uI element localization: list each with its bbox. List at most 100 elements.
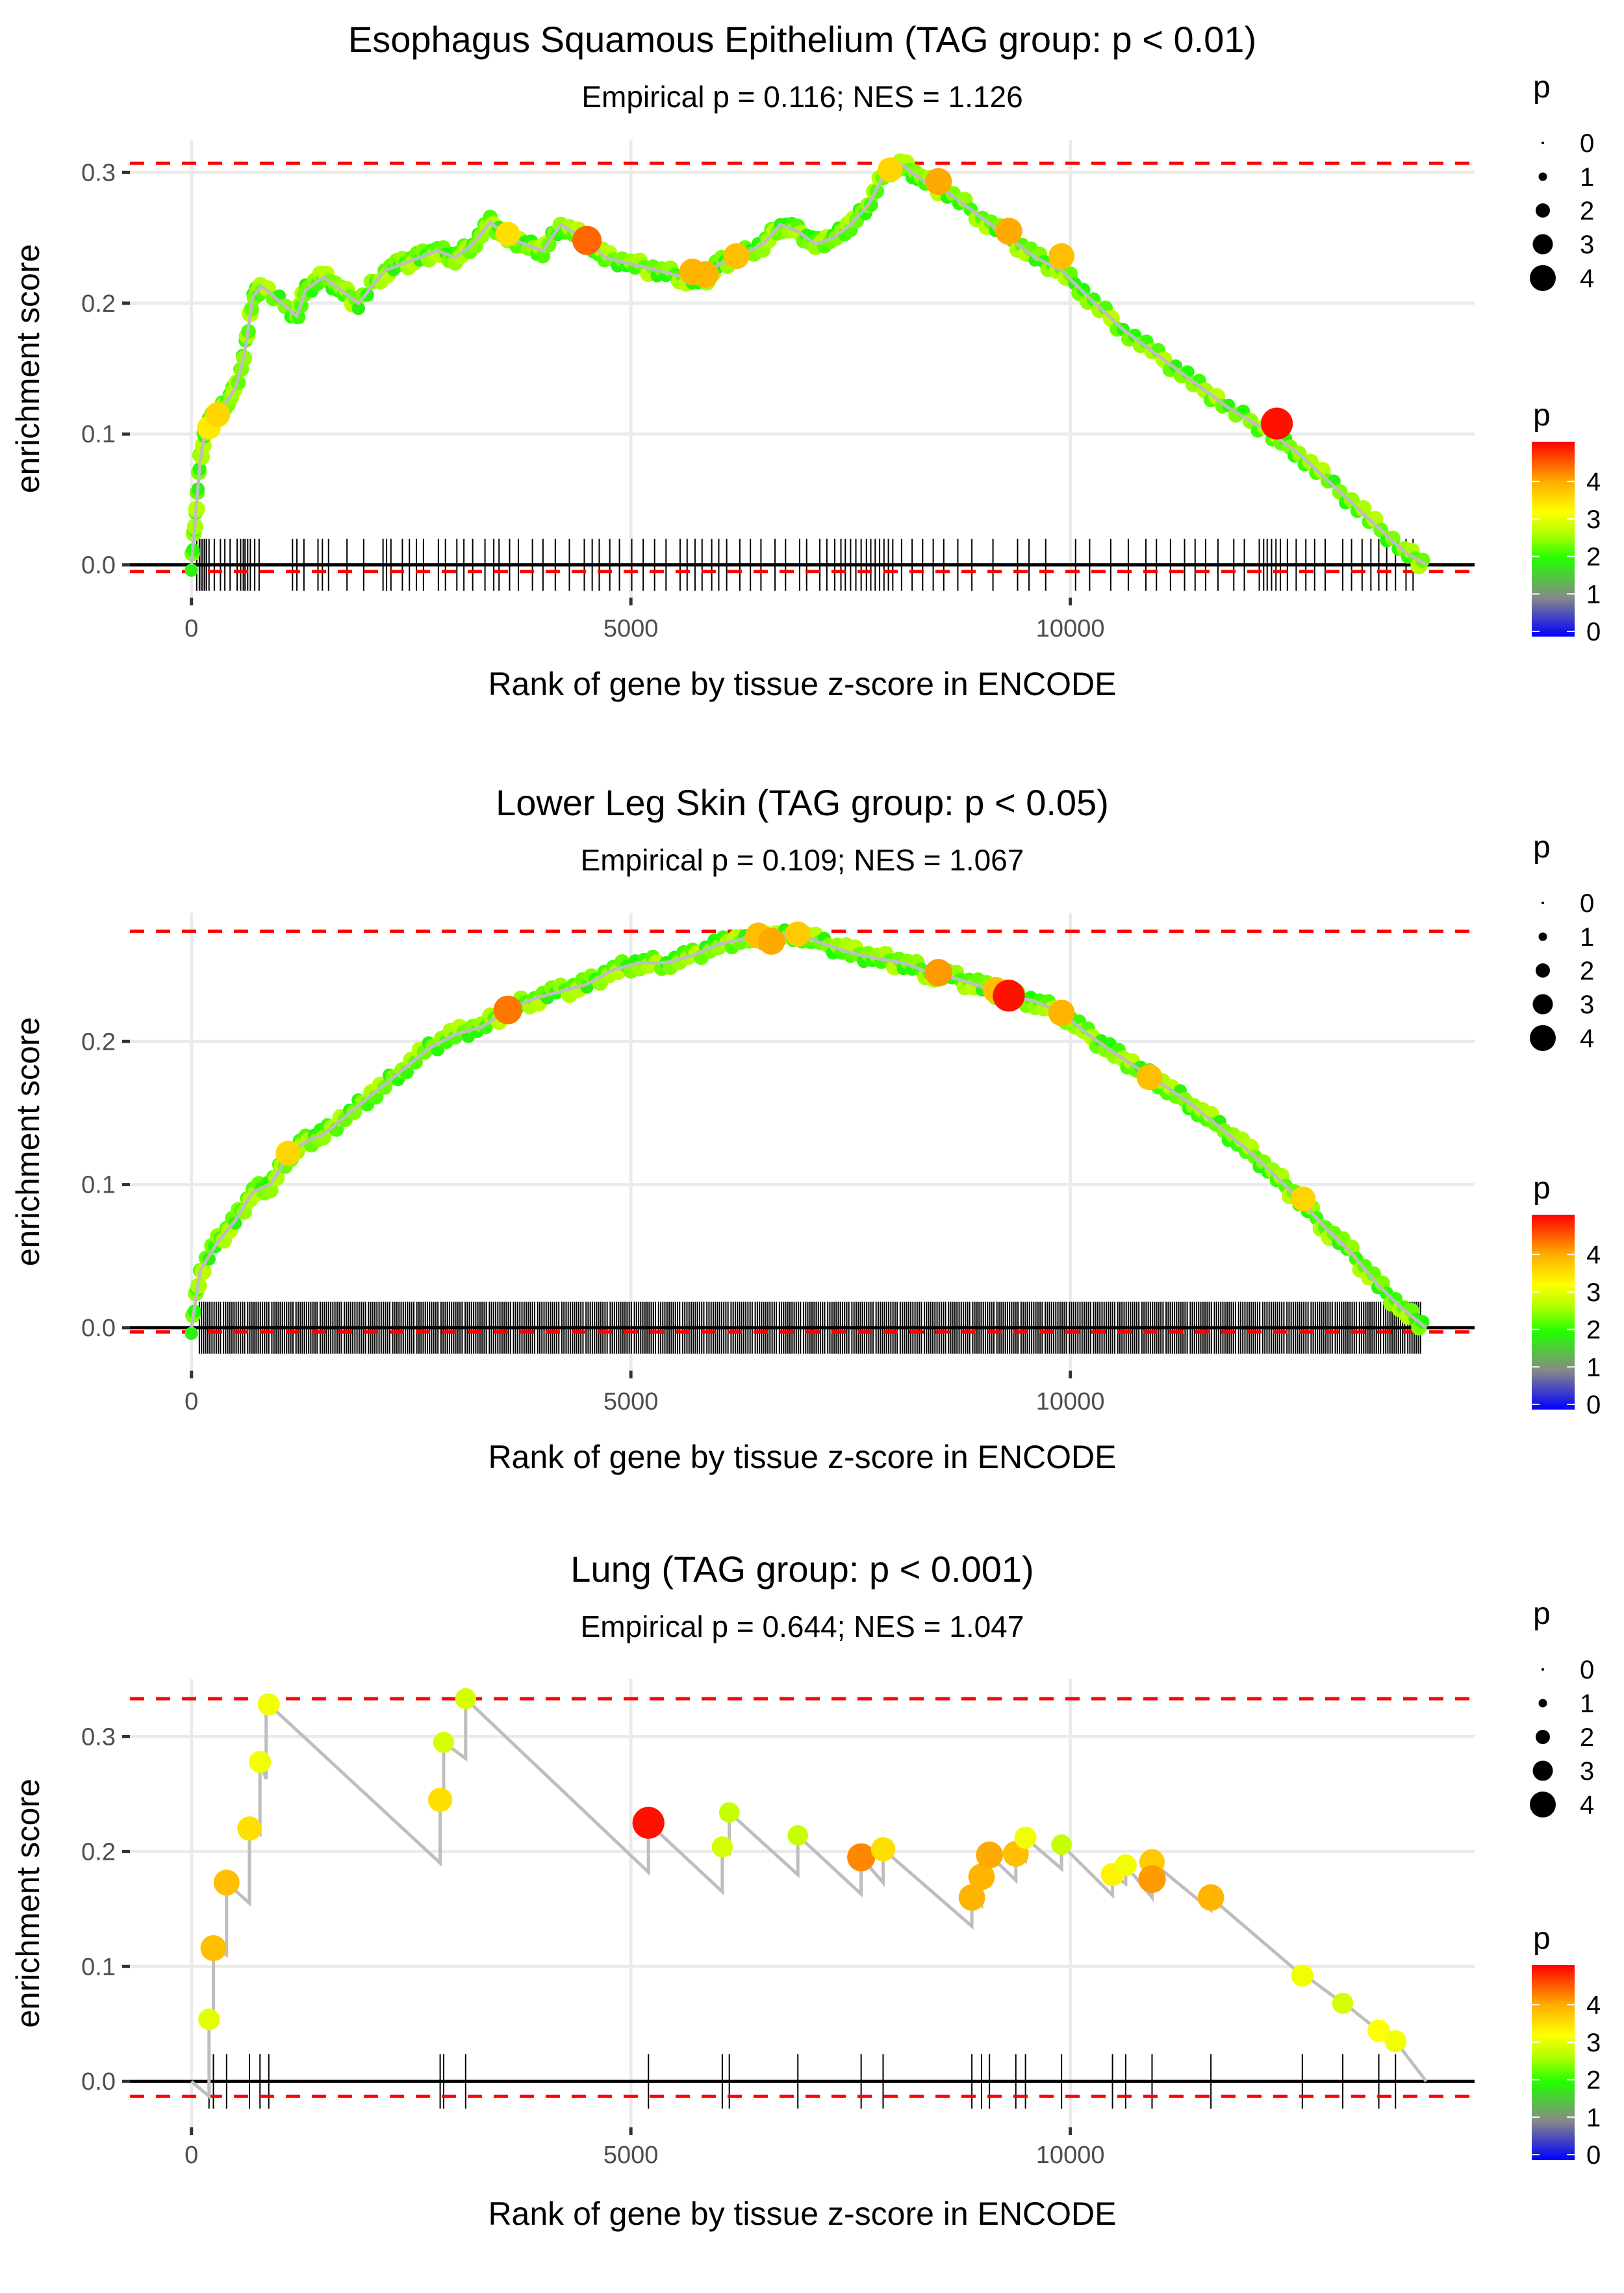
- data-point: [1014, 1827, 1037, 1849]
- data-point: [535, 249, 551, 264]
- data-point: [785, 921, 811, 947]
- y-tick-label: 0.1: [81, 1953, 116, 1981]
- data-point: [572, 225, 602, 255]
- data-point: [1197, 1884, 1224, 1911]
- data-point: [711, 1836, 733, 1858]
- y-tick-label: 0.1: [81, 421, 116, 448]
- data-point: [718, 1802, 740, 1823]
- data-point: [455, 1688, 477, 1710]
- y-axis-label: enrichment score: [10, 244, 46, 494]
- size-legend-swatch: [1532, 234, 1553, 255]
- y-tick-label: 0.2: [81, 1028, 116, 1056]
- color-bar: [1532, 1965, 1575, 2160]
- size-legend-swatch: [1536, 1730, 1550, 1744]
- color-legend-label: 2: [1586, 543, 1601, 572]
- gridlines: [130, 140, 1475, 598]
- chart-subtitle: Empirical p = 0.109; NES = 1.067: [581, 843, 1024, 877]
- data-point: [1048, 243, 1075, 270]
- x-axis-label: Rank of gene by tissue z-score in ENCODE: [488, 2196, 1116, 2232]
- color-legend-label: 3: [1586, 505, 1601, 534]
- size-legend-swatch: [1538, 172, 1547, 181]
- data-point: [433, 1732, 455, 1753]
- size-legend-swatch: [1530, 265, 1556, 291]
- size-legend-label: 0: [1580, 129, 1594, 158]
- chart-subtitle: Empirical p = 0.116; NES = 1.126: [581, 80, 1022, 114]
- size-legend-swatch: [1542, 902, 1544, 904]
- highlight-points: [198, 1688, 1407, 2053]
- x-tick-label: 0: [184, 1388, 198, 1415]
- y-tick-label: 0.0: [81, 2068, 116, 2096]
- size-legend-title: p: [1533, 1597, 1551, 1631]
- data-point: [1367, 2019, 1390, 2042]
- data-point: [1136, 1064, 1163, 1091]
- x-tick-label: 5000: [603, 615, 659, 642]
- es-curve: [190, 932, 1428, 1329]
- data-point: [1291, 1186, 1316, 1211]
- size-legend-title: p: [1533, 70, 1551, 105]
- color-bar: [1532, 1215, 1575, 1410]
- data-point: [1354, 500, 1372, 517]
- data-point: [249, 1751, 272, 1773]
- chart-subtitle: Empirical p = 0.644; NES = 1.047: [581, 1610, 1024, 1643]
- size-legend-label: 4: [1580, 1024, 1594, 1053]
- data-point: [1051, 1834, 1072, 1855]
- data-point: [1114, 1854, 1137, 1877]
- size-legend-swatch: [1530, 1792, 1556, 1818]
- data-point: [493, 995, 522, 1024]
- data-point: [723, 243, 750, 270]
- data-point: [408, 1054, 423, 1070]
- y-axis-label: enrichment score: [10, 1017, 46, 1267]
- size-legend-label: 0: [1580, 889, 1594, 918]
- color-bar: [1532, 442, 1575, 637]
- data-point: [870, 1837, 896, 1862]
- data-point: [377, 1080, 392, 1095]
- size-legend-swatch: [1536, 203, 1550, 218]
- data-point: [213, 1869, 240, 1896]
- color-legend-label: 0: [1586, 618, 1601, 646]
- x-tick-label: 10000: [1036, 2142, 1105, 2169]
- data-point: [257, 1693, 280, 1716]
- size-legend-label: 1: [1580, 923, 1594, 952]
- x-tick-label: 5000: [603, 2142, 659, 2169]
- data-point: [1048, 999, 1075, 1026]
- color-legend-label: 4: [1586, 468, 1601, 496]
- chart-esophagus: Esophagus Squamous Epithelium (TAG group…: [10, 19, 1601, 702]
- size-legend-swatch: [1538, 1699, 1547, 1708]
- es-curve: [190, 1695, 1428, 2100]
- color-legend-title: p: [1533, 1171, 1551, 1206]
- color-legend-title: p: [1533, 398, 1551, 433]
- data-point: [237, 1816, 262, 1841]
- data-point: [924, 168, 952, 196]
- size-legend-label: 2: [1580, 957, 1594, 985]
- data-point: [1332, 1992, 1354, 2014]
- data-point: [1076, 283, 1091, 297]
- data-point: [184, 563, 198, 577]
- size-legend-label: 2: [1580, 1723, 1594, 1752]
- curve-points: [184, 923, 1430, 1340]
- x-tick-label: 0: [184, 615, 198, 642]
- data-point: [236, 1204, 253, 1220]
- data-point: [205, 401, 231, 427]
- data-point: [787, 1825, 808, 1846]
- data-point: [993, 980, 1025, 1012]
- size-legend-swatch: [1532, 994, 1553, 1015]
- size-legend-label: 4: [1580, 1791, 1594, 1819]
- x-tick-label: 10000: [1036, 1388, 1105, 1415]
- chart-title: Lower Leg Skin (TAG group: p < 0.05): [496, 782, 1109, 823]
- data-point: [632, 1806, 665, 1839]
- x-tick-label: 5000: [603, 1388, 659, 1415]
- data-point: [968, 1863, 995, 1890]
- panel-lung: Lung (TAG group: p < 0.001) Empirical p =…: [0, 1533, 1624, 2293]
- color-legend-label: 2: [1586, 1316, 1601, 1345]
- data-point: [1415, 1315, 1430, 1329]
- data-point: [995, 218, 1022, 245]
- y-tick-label: 0.1: [81, 1172, 116, 1199]
- es-curve: [190, 164, 1427, 566]
- x-tick-label: 10000: [1036, 615, 1105, 642]
- data-point: [184, 1326, 198, 1340]
- chart-title: Esophagus Squamous Epithelium (TAG group…: [348, 19, 1256, 60]
- chart-title: Lung (TAG group: p < 0.001): [570, 1549, 1034, 1590]
- data-point: [976, 1841, 1003, 1869]
- chart-lung: Lung (TAG group: p < 0.001) Empirical p =…: [10, 1549, 1601, 2232]
- data-point: [847, 1843, 876, 1871]
